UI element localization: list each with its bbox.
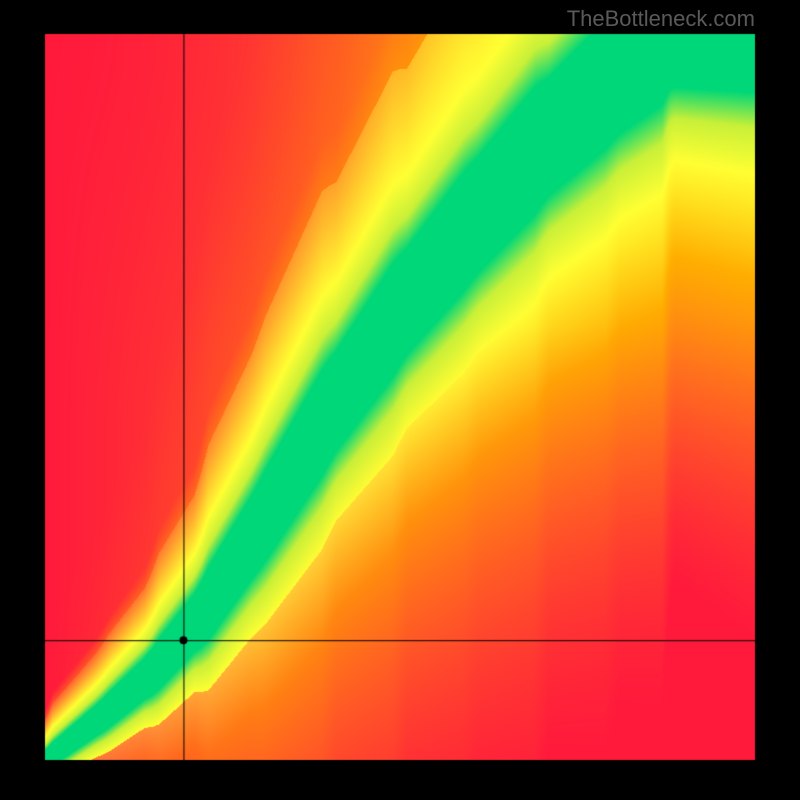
- heatmap-canvas: [0, 0, 800, 800]
- chart-container: { "watermark": "TheBottleneck.com", "can…: [0, 0, 800, 800]
- watermark-text: TheBottleneck.com: [567, 6, 755, 32]
